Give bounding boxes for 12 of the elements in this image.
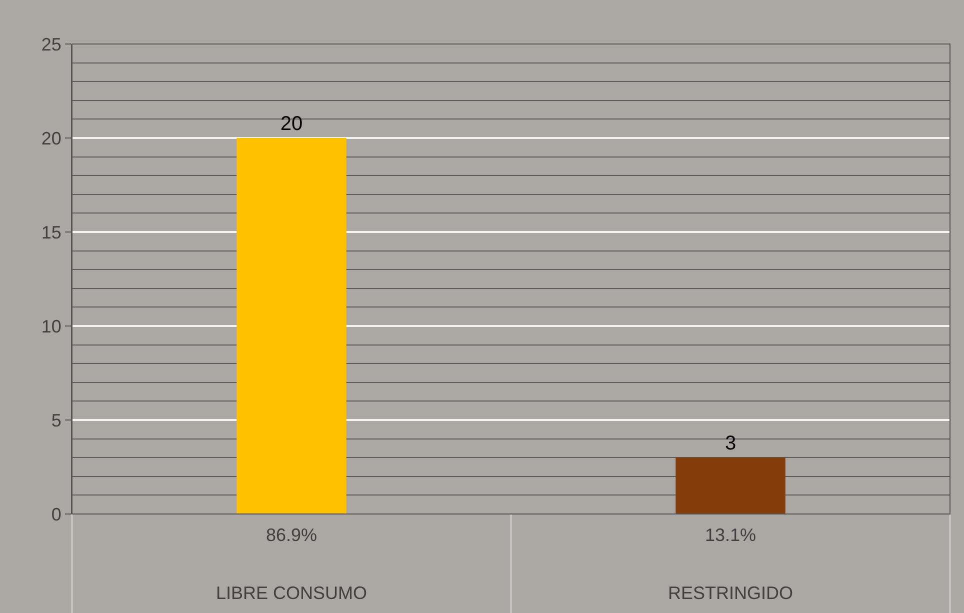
x-tick-label: RESTRINGIDO <box>668 583 794 603</box>
text: 86.9% <box>266 525 318 545</box>
text: 13.1% <box>705 525 756 545</box>
y-tick-label: 5 <box>51 410 62 430</box>
x-tick-label: LIBRE CONSUMO <box>216 583 368 603</box>
data-label: 20 <box>280 113 303 135</box>
y-tick-label: 20 <box>41 128 62 148</box>
y-tick-label: 0 <box>51 504 62 524</box>
data-label: 3 <box>724 432 736 455</box>
y-tick-label: 15 <box>41 222 62 242</box>
y-tick-label: 25 <box>41 34 62 54</box>
y-tick-label: 10 <box>41 316 62 336</box>
